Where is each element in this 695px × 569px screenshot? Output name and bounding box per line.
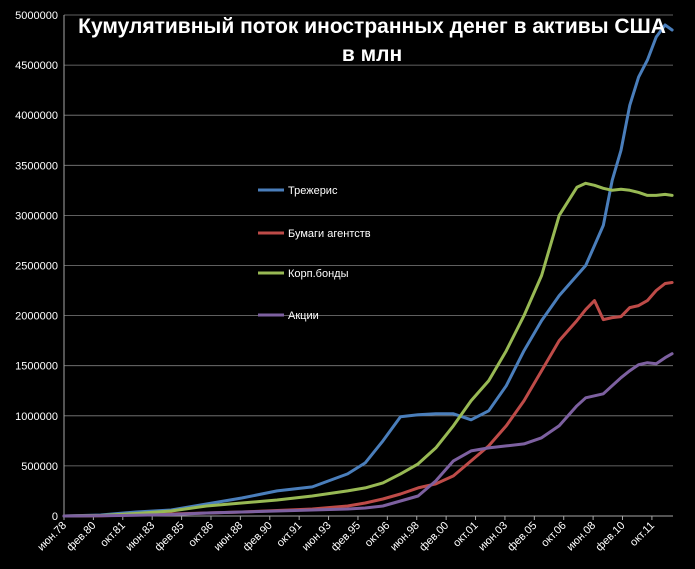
series-line-4: [62, 352, 674, 518]
legend-label-3: Корп.бонды: [288, 268, 349, 280]
y-axis: 0 500000 1000000 1500000 2000000 2500000 30000…: [15, 10, 58, 523]
legend: Трежерис Бумаги агентств Корп.бонды Акции: [258, 185, 371, 322]
chart-title: Кумулятивный поток иностранных денег в а…: [78, 15, 666, 38]
series-lines: [62, 23, 674, 518]
y-tick-label: 2000000: [15, 311, 58, 323]
y-tick-label: 1000000: [15, 411, 58, 423]
legend-label-1: Трежерис: [288, 185, 338, 197]
series-line-3: [62, 181, 674, 518]
y-tick-label: 5000000: [15, 10, 58, 22]
chart-subtitle: в млн: [342, 43, 402, 66]
y-tick-label: 1500000: [15, 361, 58, 373]
legend-label-4: Акции: [288, 310, 319, 322]
y-tick-label: 500000: [21, 461, 58, 473]
y-tick-label: 4500000: [15, 60, 58, 72]
y-tick-label: 2500000: [15, 261, 58, 273]
y-tick-label: 4000000: [15, 110, 58, 122]
legend-label-2: Бумаги агентств: [288, 228, 371, 240]
y-tick-label: 0: [52, 511, 58, 523]
gridlines: [64, 14, 673, 517]
y-tick-label: 3500000: [15, 160, 58, 172]
y-tick-label: 3000000: [15, 210, 58, 222]
series-line-1: [62, 23, 674, 518]
